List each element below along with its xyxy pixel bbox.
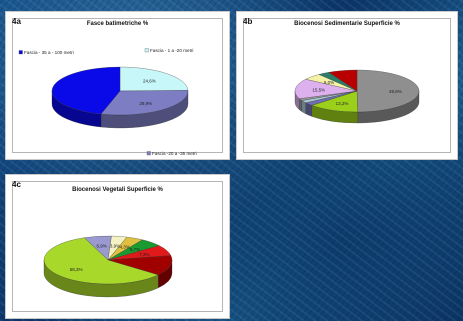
pie-slice <box>43 237 159 285</box>
panel-tag: 4b <box>243 17 253 26</box>
slice-value-label: 13,2% <box>336 101 349 106</box>
slice-category-label: Fascia -20 a -35 metri <box>152 151 197 156</box>
panel-4c: 4c Biocenosi Vegetali Superficie % 6,9% 3… <box>5 174 230 319</box>
slice-value-label: 5,7% <box>130 247 140 252</box>
pie-chart-4b: 49,8% 13,2% 15,5% 5,0% <box>294 69 420 124</box>
panel-tag: 4a <box>12 17 21 26</box>
panel-frame <box>243 18 451 153</box>
pie-labels: 6,9% 3,9% 4,3%5,7%7,3% 58,3% <box>70 243 150 272</box>
legend-swatch <box>146 151 151 156</box>
pie-chart-4a: 24,6% 29,9% Fascia - 1 a -20 metri Fascia -… <box>18 48 197 156</box>
slice-value-label: 58,3% <box>70 267 83 272</box>
slice-value-label: 6,9% <box>96 243 106 248</box>
panel-frame <box>12 181 223 312</box>
pie-slice <box>294 79 358 99</box>
chart-title: Biocenosi Vegetali Superficie % <box>72 187 163 193</box>
slice-value-label: 29,9% <box>139 101 152 106</box>
pie-slices <box>294 69 420 124</box>
pie-labels: 24,6% 29,9% Fascia - 1 a -20 metri Fascia -… <box>18 48 197 156</box>
pie-slice <box>356 69 420 113</box>
slice-value-label: 15,5% <box>312 88 325 93</box>
pie-slice <box>107 255 173 276</box>
slice-value-label: 3,9% <box>110 243 120 248</box>
chart-title: Biocenosi Sedimentarie Superficie % <box>294 21 400 27</box>
slice-value-label: 24,6% <box>143 78 156 83</box>
slice-value-label: 4,3% <box>120 245 130 250</box>
panel-frame <box>12 18 223 153</box>
pie-slice <box>100 90 189 116</box>
panel-4b: 4b Biocenosi Sedimentarie Superficie % 4… <box>236 11 458 160</box>
legend-swatch <box>18 50 23 55</box>
chart-title: Fasce batimetriche % <box>86 21 149 27</box>
slice-category-label: Fascia - 1 a -20 metri <box>150 48 193 53</box>
pie-chart-4c: 6,9% 3,9% 4,3%5,7%7,3% 58,3% <box>43 235 173 298</box>
pie-slices <box>43 235 173 298</box>
slice-value-label: 5,0% <box>324 80 334 85</box>
pie-slice <box>328 69 358 92</box>
slice-value-label: 49,8% <box>389 89 402 94</box>
pie-slice-side <box>299 98 302 112</box>
legend-swatch <box>144 48 149 53</box>
pie-slice <box>51 66 121 115</box>
pie-labels: 49,8% 13,2% 15,5% 5,0% <box>312 80 401 106</box>
slice-value-label: 7,3% <box>139 252 149 257</box>
panel-4a: 4a Fasce batimetriche % 24,6% 29,9% Fascia… <box>5 11 230 160</box>
slice-category-label: Fascia - 35 a - 100 metri <box>24 50 74 55</box>
pie-slice <box>119 66 189 92</box>
pie-slices <box>51 66 189 129</box>
panel-tag: 4c <box>12 180 21 189</box>
